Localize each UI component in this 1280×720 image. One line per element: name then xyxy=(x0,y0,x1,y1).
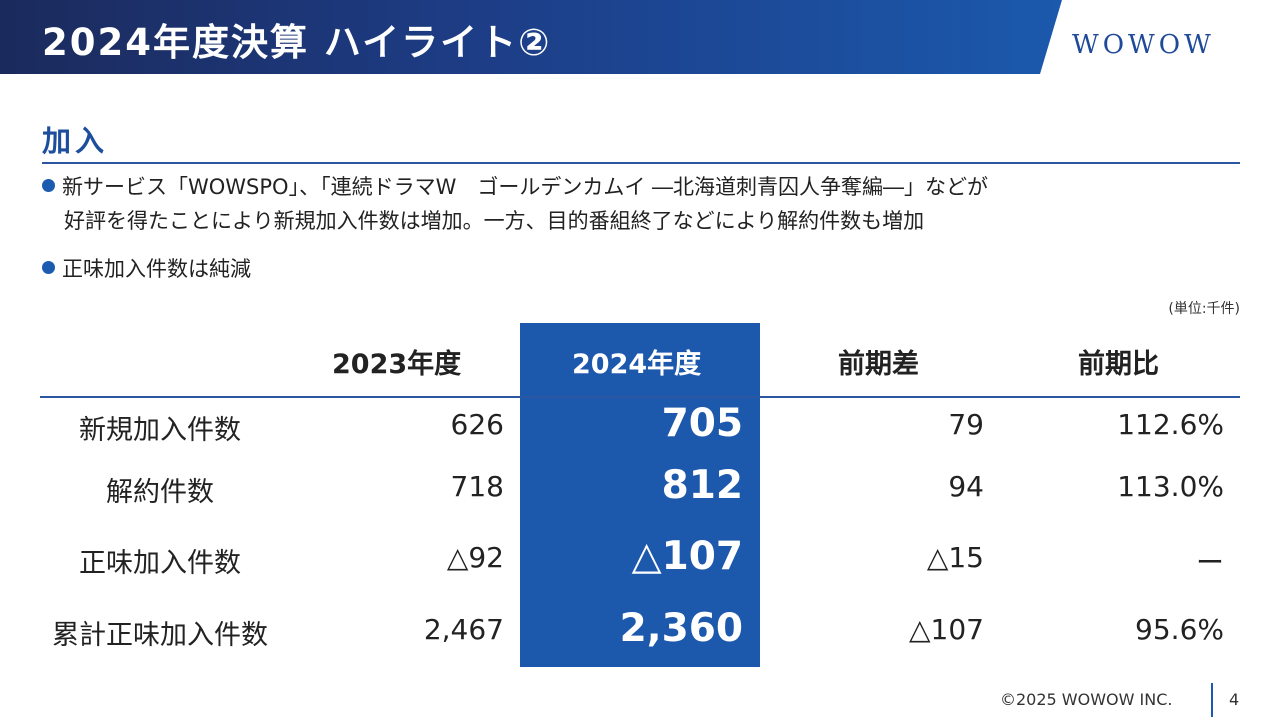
wowow-logo: WOWOW xyxy=(1072,30,1215,60)
row-label-cumulative-net-subscriptions: 累計正味加入件数 xyxy=(52,620,268,651)
highlight-column-2024 xyxy=(520,323,760,667)
cell-ratio: ー xyxy=(1195,546,1224,579)
col-header-diff: 前期差 xyxy=(838,349,919,380)
cell-2024: 2,360 xyxy=(619,606,743,651)
footer-separator xyxy=(1211,683,1213,717)
cell-ratio: 113.0% xyxy=(1117,470,1224,503)
section-divider xyxy=(42,162,1240,164)
bullet-item: 新サービス「WOWSPO」、「連続ドラマW ゴールデンカムイ ―北海道刺青囚人争… xyxy=(42,170,1242,238)
cell-ratio: 112.6% xyxy=(1117,408,1224,441)
slide-title: 2024年度決算 ハイライト② xyxy=(42,21,552,64)
bullet-text-continued: 好評を得たことにより新規加入件数は増加。一方、目的番組終了などにより解約件数も増… xyxy=(64,209,925,233)
bullet-dot-icon xyxy=(42,261,55,274)
cell-2023: 626 xyxy=(450,408,504,441)
row-label-net-additions: 正味加入件数 xyxy=(79,548,241,579)
cell-ratio: 95.6% xyxy=(1135,613,1224,646)
cell-2023: 718 xyxy=(450,470,504,503)
cell-diff: △107 xyxy=(909,613,984,646)
cell-diff: 94 xyxy=(948,470,984,503)
cell-2023: 2,467 xyxy=(423,613,504,646)
footer-copyright: ©2025 WOWOW INC. xyxy=(1000,690,1173,709)
page-number: 4 xyxy=(1229,690,1240,709)
bullet-dot-icon xyxy=(42,179,55,192)
col-header-ratio: 前期比 xyxy=(1078,349,1159,380)
col-header-2024: 2024年度 xyxy=(572,349,702,380)
unit-note: (単位:千件) xyxy=(1168,301,1240,317)
bullet-item: 正味加入件数は純減 xyxy=(42,252,251,286)
header-band xyxy=(0,0,1062,74)
bullet-text: 正味加入件数は純減 xyxy=(62,257,251,281)
cell-2023: △92 xyxy=(446,541,504,574)
cell-diff: △15 xyxy=(926,541,984,574)
cell-2024: △107 xyxy=(631,534,743,579)
row-label-cancellations: 解約件数 xyxy=(106,477,214,508)
row-label-new-subscriptions: 新規加入件数 xyxy=(79,415,241,446)
cell-2024: 812 xyxy=(661,463,743,508)
cell-2024: 705 xyxy=(661,401,743,446)
bullet-text: 新サービス「WOWSPO」、「連続ドラマW ゴールデンカムイ ―北海道刺青囚人争… xyxy=(62,175,989,199)
table-header-divider xyxy=(40,396,1240,398)
section-heading: 加入 xyxy=(42,124,109,158)
col-header-2023: 2023年度 xyxy=(332,349,462,380)
cell-diff: 79 xyxy=(948,408,984,441)
